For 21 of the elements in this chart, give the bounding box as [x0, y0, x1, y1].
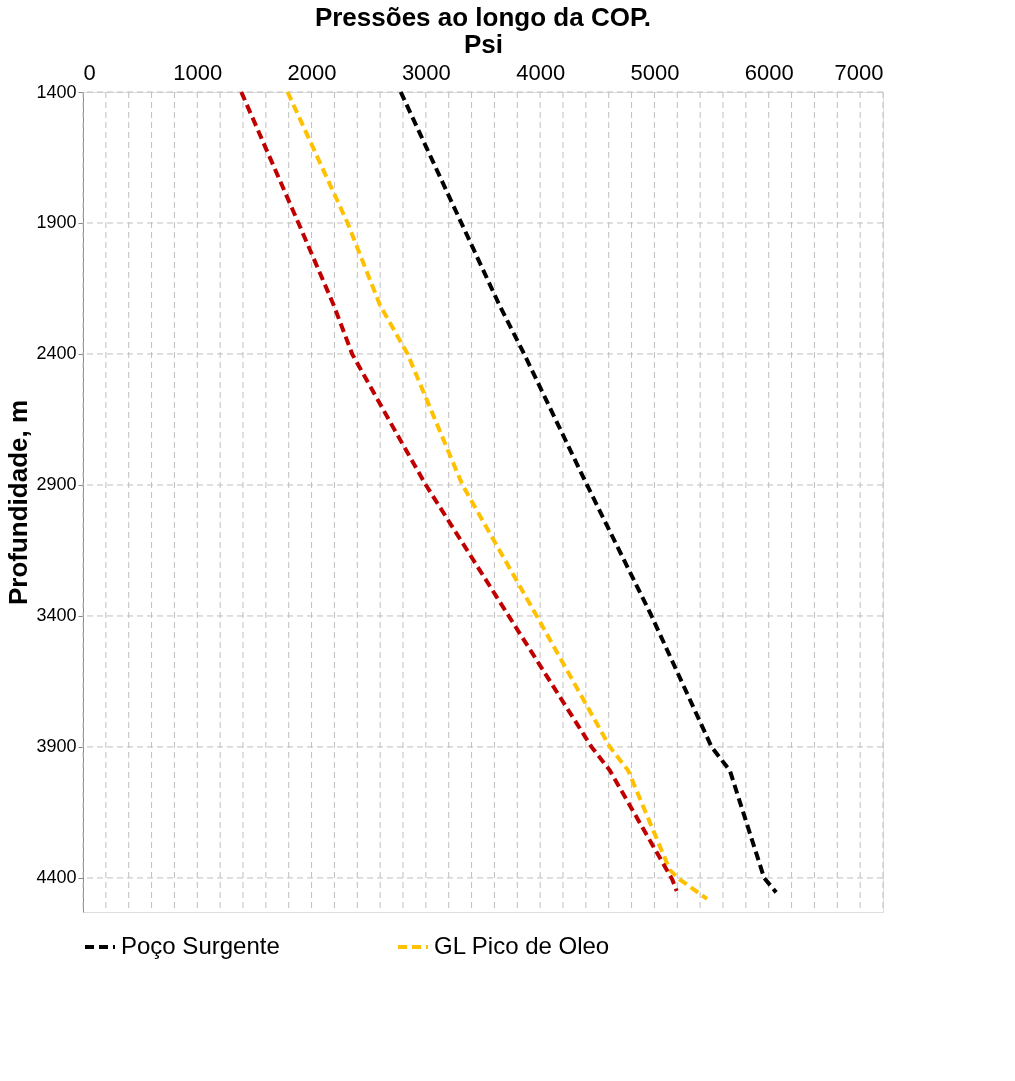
x-tick-label: 7000 — [834, 59, 884, 85]
y-tick-label: 2900 — [36, 474, 77, 495]
legend-label: Poço Surgente — [121, 932, 280, 959]
x-tick-label: 1000 — [173, 59, 223, 85]
y-tick-label: 3900 — [36, 736, 77, 757]
y-tick-label: 3400 — [36, 605, 77, 626]
y-tick-label: 1900 — [36, 212, 77, 233]
x-tick-label: 6000 — [744, 59, 794, 85]
y-tick-label: 2400 — [36, 343, 77, 364]
x-tick-label: 0 — [83, 59, 96, 85]
x-tick-label: 2000 — [287, 59, 337, 85]
line-series — [285, 90, 709, 901]
y-tick-label: 1400 — [36, 81, 77, 102]
x-tick-label: 5000 — [630, 59, 680, 85]
x-tick-label: 3000 — [401, 59, 451, 85]
legend-label: GL Pico de Oleo — [434, 932, 610, 959]
y-tick-label: 4400 — [36, 867, 77, 888]
x-tick-label: 4000 — [516, 59, 566, 85]
y-axis-title: Profundidade, m — [3, 399, 34, 606]
line-series — [398, 90, 779, 895]
line-series — [239, 90, 679, 894]
